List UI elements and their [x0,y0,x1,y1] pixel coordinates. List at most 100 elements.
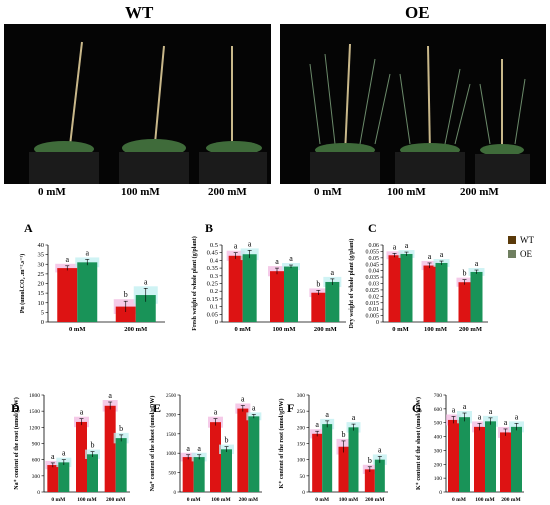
significance-letter-g: a [504,418,508,427]
bar-wt-a [57,268,78,322]
bar-oe-c [470,271,483,322]
y-tick-label-b: 0.4 [210,257,219,264]
wt-plant-illustration [29,41,267,184]
y-tick-label-c: 0.005 [366,314,380,320]
significance-letter-e: a [197,444,201,453]
bar-oe-d [87,454,98,492]
y-tick-label-a: 30 [38,261,45,268]
oe-conc-100: 100 mM [387,186,426,198]
y-tick-label-a: 35 [38,252,45,259]
significance-letter-b: b [316,279,320,288]
bar-oe-g [459,417,470,492]
y-tick-label-d: 1200 [29,425,40,431]
y-tick-label-c: 0.05 [369,256,380,262]
y-tick-label-b: 0 [215,319,218,326]
y-axis-label-g: K⁺ content of the shoot (umol/gDW) [415,397,422,490]
y-tick-label-d: 0 [37,490,40,496]
bar-wt-g [474,426,485,492]
significance-letter-g: a [463,402,467,411]
y-tick-label-f: 150 [297,442,306,448]
y-tick-label-c: 0.045 [366,262,380,268]
y-axis-label-e: Na⁺ content of the shoot (umol/gDW) [149,396,156,492]
significance-letter-e: a [252,403,256,412]
y-tick-label-c: 0.06 [369,243,380,249]
significance-letter-c: b [463,269,467,278]
y-tick-label-a: 15 [38,290,45,297]
legend-label-oe: OE [520,249,532,259]
bar-oe-b [242,254,257,322]
category-label-e: 0 mM [187,497,202,503]
panel-label-c: C [368,221,377,235]
bar-wt-b [228,255,243,322]
wt-conc-100: 100 mM [121,186,160,198]
category-label-e: 100 mM [211,497,231,503]
bar-wt-e [237,408,249,492]
category-label-d: 100 mM [77,497,97,503]
bar-oe-d [115,438,127,492]
category-label-f: 100 mM [339,497,359,503]
y-tick-label-e: 2500 [166,394,177,399]
oe-photo-title: OE [405,3,430,22]
significance-letter-d: a [62,449,66,458]
y-tick-label-e: 0 [174,491,177,496]
significance-letter-b: a [234,242,238,251]
oe-plant-illustration [309,43,530,184]
y-tick-label-b: 0.5 [210,242,218,249]
y-tick-label-f: 250 [297,409,306,415]
y-tick-label-c: 0.025 [366,288,380,294]
category-label-f: 200 mM [365,497,385,503]
y-tick-label-a: 40 [38,242,45,249]
bar-wt-c [423,265,436,322]
y-tick-label-b: 0.45 [207,250,218,257]
significance-letter-e: a [241,394,245,403]
category-label-d: 0 mM [51,497,66,503]
wt-photo-title: WT [125,3,154,22]
y-tick-label-g: 100 [434,476,443,482]
category-label-a: 0 mM [69,326,85,333]
y-tick-label-b: 0.2 [210,288,218,295]
y-tick-label-g: 500 [434,421,443,427]
category-label-g: 200 mM [501,497,521,503]
bar-wt-f [338,446,349,492]
significance-letter-d: a [51,452,55,461]
y-tick-label-b: 0.25 [207,281,218,288]
legend-swatch-wt [508,236,516,244]
significance-letter-c: a [428,252,432,261]
oe-conc-200: 200 mM [460,186,499,198]
y-tick-label-d: 600 [32,458,41,464]
significance-letter-d: b [119,424,123,433]
y-axis-label-d: Na⁺ content of the root (umol/gDW) [13,397,20,490]
category-label-b: 200 mM [314,326,337,333]
bar-wt-c [388,255,401,322]
y-tick-label-a: 0 [41,319,44,326]
y-tick-label-d: 300 [32,474,41,480]
y-tick-label-f: 200 [297,425,306,431]
y-tick-label-d: 1800 [29,393,40,399]
oe-plant-photo [280,24,546,184]
bar-oe-g [485,421,496,492]
significance-letter-b: a [248,239,252,248]
bar-wt-b [270,271,284,322]
y-tick-label-f: 0 [302,490,305,496]
bar-wt-e [182,457,194,492]
y-tick-label-b: 0.1 [210,304,218,311]
category-label-c: 200 mM [459,326,482,333]
significance-letter-g: a [515,412,519,421]
significance-letter-a: a [144,277,148,286]
y-tick-label-b: 0.15 [207,296,218,303]
bar-wt-a [115,306,136,322]
bar-wt-g [500,432,511,492]
y-axis-label-a: Pn (umol.CO₂ .m⁻².s⁻¹) [19,254,26,314]
legend-label-wt: WT [520,235,534,245]
bar-wt-e [210,422,221,492]
significance-letter-c: a [393,242,397,251]
category-label-c: 0 mM [392,326,408,333]
significance-letter-e: a [186,444,190,453]
y-tick-label-d: 1500 [29,409,40,415]
bar-oe-e [193,457,205,492]
y-tick-label-c: 0.02 [369,294,380,300]
category-label-b: 0 mM [234,326,250,333]
wt-plant-photo [4,24,271,184]
significance-letter-g: a [452,405,456,414]
